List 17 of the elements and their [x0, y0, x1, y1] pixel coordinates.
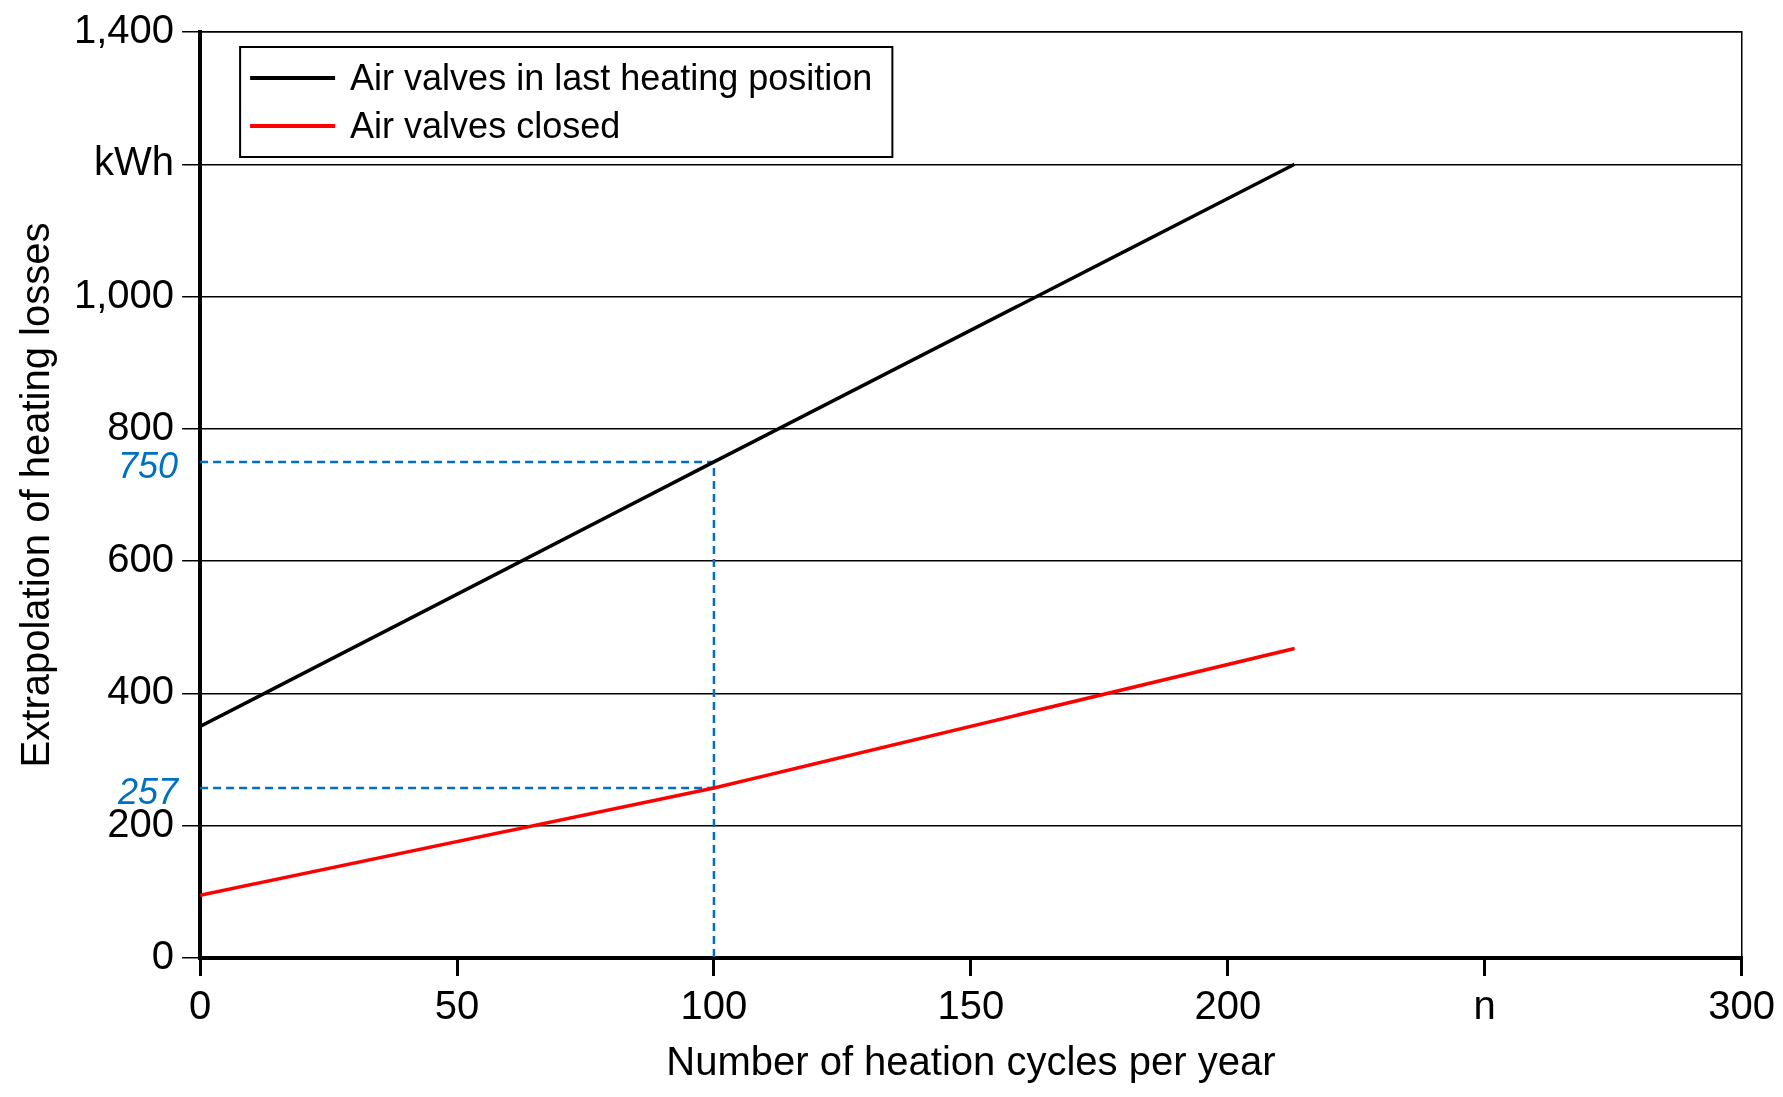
x-tick-label: 200	[1194, 983, 1262, 1028]
x-tick-label: 50	[434, 983, 480, 1028]
legend-label: Air valves in last heating position	[350, 56, 873, 98]
x-axis-title: Number of heation cycles per year	[666, 1039, 1276, 1084]
x-tick-label: 100	[680, 983, 748, 1028]
y-tick-label: 400	[107, 668, 175, 713]
y-tick-label: kWh	[94, 139, 175, 184]
y-tick-label: 1,000	[73, 271, 175, 316]
y-tick-label: 1,400	[73, 7, 175, 52]
x-tick-label: 150	[937, 983, 1005, 1028]
x-tick-label: n	[1473, 983, 1496, 1028]
x-tick-label: 0	[188, 983, 212, 1028]
x-tick-label: 300	[1708, 983, 1776, 1028]
y-tick-label: 600	[107, 536, 175, 581]
y-axis-title: Extrapolation of heating losses	[13, 222, 58, 768]
legend-label: Air valves closed	[350, 104, 621, 146]
y-tick-label: 0	[151, 933, 175, 978]
